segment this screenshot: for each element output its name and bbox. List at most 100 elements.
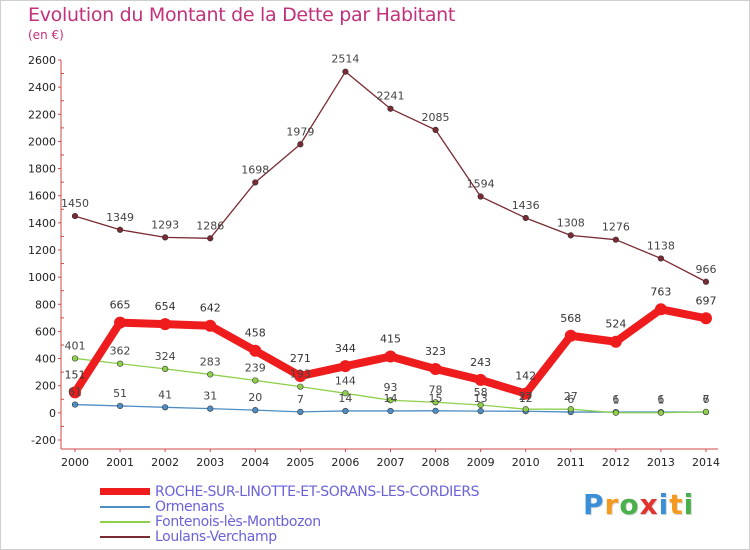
data-label: 362 xyxy=(110,345,131,358)
legend-label: Ormenans xyxy=(155,498,225,515)
data-label: 41 xyxy=(158,388,172,401)
data-label: 271 xyxy=(290,352,311,365)
data-label: 61 xyxy=(68,386,82,399)
data-point xyxy=(432,407,439,414)
logo-letter: r xyxy=(604,488,620,521)
data-label: 243 xyxy=(470,356,491,369)
y-tick-label: 200 xyxy=(35,380,56,393)
data-label: 58 xyxy=(474,386,488,399)
data-label: 324 xyxy=(155,350,176,363)
y-tick-label: 1000 xyxy=(28,271,56,284)
data-point xyxy=(384,350,397,363)
data-label: 1308 xyxy=(557,216,585,229)
data-label: 27 xyxy=(564,390,578,403)
legend-swatch xyxy=(100,505,150,508)
legend-item: ROCHE-SUR-LINOTTE-ET-SORANS-LES-CORDIERS xyxy=(100,484,480,500)
data-label: 1450 xyxy=(61,197,89,210)
data-label: 966 xyxy=(695,263,716,276)
data-label: 144 xyxy=(335,374,356,387)
data-point xyxy=(342,68,349,75)
data-point xyxy=(71,212,79,220)
data-point xyxy=(116,402,124,410)
x-tick-label: 2007 xyxy=(376,456,404,469)
y-tick-label: -200 xyxy=(31,434,56,447)
data-label: 654 xyxy=(155,300,176,313)
data-label: 142 xyxy=(515,370,536,383)
data-point xyxy=(159,318,172,331)
x-tick-label: 2003 xyxy=(196,456,224,469)
data-point xyxy=(342,407,349,415)
data-point xyxy=(339,360,352,373)
data-label: 6 xyxy=(567,393,574,406)
legend-swatch xyxy=(100,520,150,523)
data-label: 344 xyxy=(335,342,356,355)
y-tick-label: 1600 xyxy=(28,190,56,203)
legend-label: Fontenois-lès-Montbozon xyxy=(155,513,321,530)
data-point xyxy=(564,329,577,342)
data-point xyxy=(162,234,169,241)
legend-label: Loulans-Verchamp xyxy=(155,528,277,545)
data-label: 239 xyxy=(245,361,266,374)
data-point xyxy=(432,126,439,133)
data-label: 2085 xyxy=(422,111,450,124)
data-point xyxy=(252,179,259,186)
y-tick-label: 2200 xyxy=(28,108,56,121)
data-label: 1 xyxy=(657,394,664,407)
y-tick-label: 600 xyxy=(35,325,56,338)
legend-swatch xyxy=(100,488,150,495)
data-point xyxy=(522,406,529,413)
data-label: 401 xyxy=(65,339,86,352)
data-label: 1594 xyxy=(467,178,495,191)
data-point xyxy=(162,365,169,372)
data-label: 7 xyxy=(297,393,304,406)
data-point xyxy=(71,355,79,362)
data-label: 51 xyxy=(113,387,127,400)
data-point xyxy=(387,397,394,404)
data-point xyxy=(297,408,304,416)
data-label: 2241 xyxy=(376,90,404,103)
data-point xyxy=(114,316,127,329)
data-label: 93 xyxy=(383,381,397,394)
data-label: 1436 xyxy=(512,199,540,212)
data-point xyxy=(612,236,619,243)
legend-item: Fontenois-lès-Montbozon xyxy=(100,513,479,530)
data-point xyxy=(71,401,79,408)
y-tick-label: 1400 xyxy=(28,217,56,230)
data-point xyxy=(342,390,349,397)
y-tick-label: 1200 xyxy=(28,244,56,257)
logo-letter: i xyxy=(683,488,695,521)
x-tick-label: 2011 xyxy=(557,456,585,469)
data-label: 697 xyxy=(695,294,716,307)
logo-letter: o xyxy=(619,488,640,521)
x-tick-label: 2014 xyxy=(692,456,720,469)
data-label: 14 xyxy=(383,392,397,405)
data-point xyxy=(519,387,532,400)
data-label: 1286 xyxy=(196,219,224,232)
data-label: 13 xyxy=(474,392,488,405)
x-tick-label: 2002 xyxy=(151,456,179,469)
data-point xyxy=(477,193,484,200)
data-point xyxy=(207,405,214,412)
x-tick-label: 2001 xyxy=(106,456,134,469)
data-point xyxy=(702,278,710,285)
x-tick-label: 2006 xyxy=(331,456,359,469)
data-point xyxy=(116,226,124,233)
data-point xyxy=(432,399,439,406)
x-tick-label: 2000 xyxy=(61,456,89,469)
data-point xyxy=(297,141,304,148)
x-tick-label: 2009 xyxy=(467,456,495,469)
data-point xyxy=(567,232,574,239)
y-tick-label: 2400 xyxy=(28,81,56,94)
data-label: 665 xyxy=(110,299,131,312)
logo-letter: t xyxy=(669,488,684,521)
legend: ROCHE-SUR-LINOTTE-ET-SORANS-LES-CORDIERS… xyxy=(100,484,480,545)
data-point xyxy=(477,407,484,415)
x-tick-label: 2008 xyxy=(422,456,450,469)
data-point xyxy=(69,386,81,399)
logo-letter: i xyxy=(658,488,670,521)
data-point xyxy=(387,407,394,415)
data-label: 78 xyxy=(429,383,443,396)
x-tick-label: 2004 xyxy=(241,456,269,469)
data-label: 6 xyxy=(612,393,619,406)
